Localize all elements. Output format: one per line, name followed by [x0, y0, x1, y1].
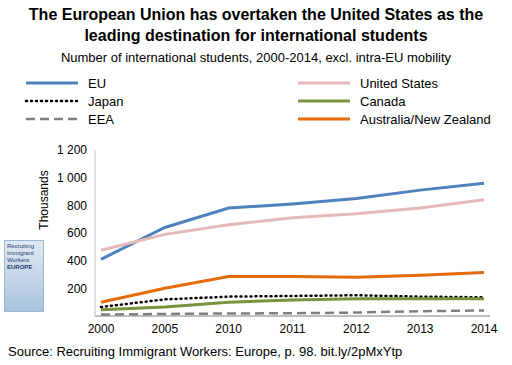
- svg-text:400: 400: [67, 254, 87, 268]
- html-text:United States: United States: [360, 75, 438, 91]
- html-text:EEA: EEA: [88, 111, 114, 127]
- svg-text:2000: 2000: [88, 322, 115, 336]
- svg-text:2012: 2012: [343, 322, 370, 336]
- html-text:Australia/New Zealand: Australia/New Zealand: [360, 111, 491, 127]
- html-text:Source: Recruiting Immigrant W: Source: Recruiting Immigrant Workers: Eu…: [8, 344, 403, 359]
- html-text:The European Union has overtak: The European Union has overtaken the Uni…: [28, 6, 484, 44]
- svg-text:2014: 2014: [471, 322, 498, 336]
- html-text:Thousands: Thousands: [37, 170, 51, 230]
- svg-text:2010: 2010: [215, 322, 242, 336]
- svg-text:1 200: 1 200: [57, 143, 87, 157]
- svg-text:2005: 2005: [151, 322, 178, 336]
- html-text:Recruiting Immigrant Workers: Recruiting Immigrant Workers: [7, 243, 34, 263]
- svg-text:800: 800: [67, 199, 87, 213]
- svg-text:600: 600: [67, 226, 87, 240]
- html-text:EU: EU: [88, 75, 107, 91]
- svg-text:2013: 2013: [407, 322, 434, 336]
- html-text:Number of international studen: Number of international students, 2000-2…: [60, 50, 452, 65]
- svg-text:2011: 2011: [280, 322, 306, 336]
- html-text:EUROPE: EUROPE: [7, 264, 33, 270]
- svg-text:1 000: 1 000: [57, 171, 87, 185]
- svg-text:200: 200: [67, 282, 87, 296]
- html-text:Japan: Japan: [88, 93, 124, 109]
- html-text:Canada: Canada: [360, 93, 406, 109]
